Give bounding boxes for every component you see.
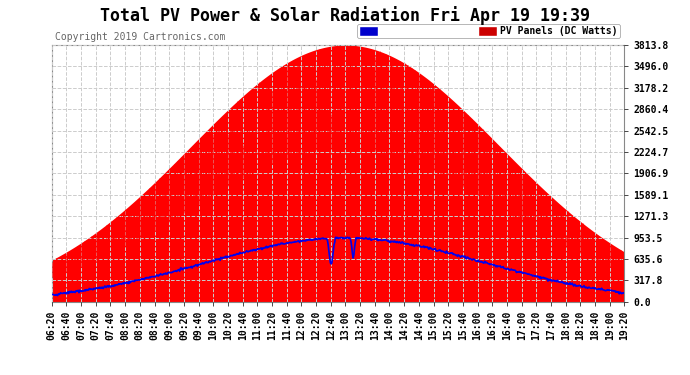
Text: Copyright 2019 Cartronics.com: Copyright 2019 Cartronics.com: [55, 32, 225, 42]
Legend: Radiation (w/m2), PV Panels (DC Watts): Radiation (w/m2), PV Panels (DC Watts): [357, 24, 620, 38]
Text: Total PV Power & Solar Radiation Fri Apr 19 19:39: Total PV Power & Solar Radiation Fri Apr…: [100, 6, 590, 25]
